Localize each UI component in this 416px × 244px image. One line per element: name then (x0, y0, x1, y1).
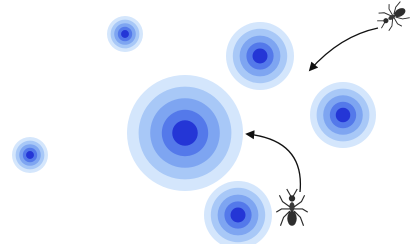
scene (0, 0, 416, 244)
ant (373, 0, 412, 36)
ant (276, 189, 308, 226)
pheromone-spot (127, 75, 243, 191)
pheromone-spot (107, 16, 143, 52)
arrow (247, 134, 300, 192)
pheromone-spot (310, 82, 376, 148)
pheromone-spot (226, 22, 294, 90)
arrow (310, 28, 378, 70)
pheromone-spot (204, 181, 272, 244)
pheromone-spot (12, 137, 48, 173)
page (0, 0, 416, 244)
